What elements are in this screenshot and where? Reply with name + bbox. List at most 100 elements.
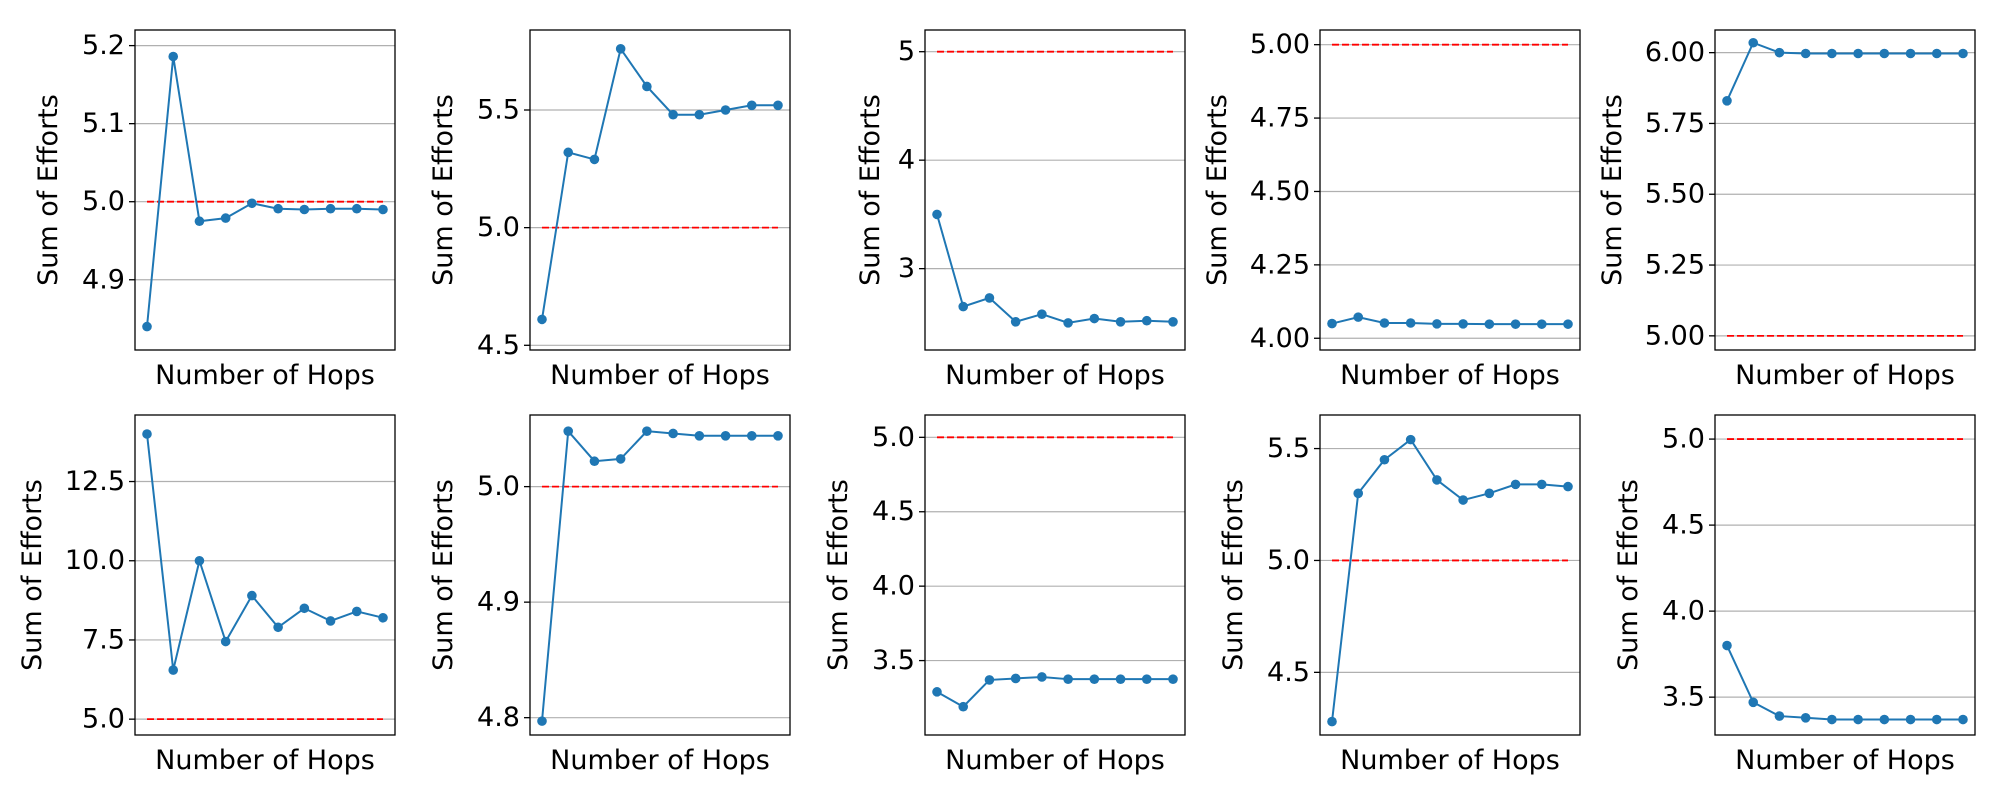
data-point	[1563, 319, 1573, 329]
data-point	[1115, 674, 1126, 684]
y-tick-label: 5.1	[82, 108, 125, 139]
data-point	[220, 636, 231, 647]
y-tick-label: 4.00	[1250, 323, 1310, 354]
data-point	[642, 426, 652, 436]
data-point	[1827, 714, 1837, 725]
y-axis-label: Sum of Efforts	[1202, 94, 1233, 286]
data-point	[1037, 672, 1047, 682]
plot-frame	[1714, 414, 1976, 736]
x-axis-label: Number of Hops	[550, 745, 770, 776]
series-line	[1331, 316, 1568, 326]
series-line	[541, 46, 778, 320]
y-tick-label: 5.0	[1267, 545, 1310, 576]
chart-panel-2: 4.5 5.0 5.5 Number of Hops Sum of Efforts	[428, 29, 791, 391]
data-point	[958, 301, 969, 312]
y-tick-label: 5.50	[1645, 179, 1705, 210]
data-point	[694, 430, 705, 441]
data-point	[273, 203, 283, 214]
data-point	[589, 456, 600, 467]
data-point	[1458, 319, 1468, 329]
data-point	[1327, 318, 1337, 329]
data-point	[720, 105, 731, 115]
data-point	[668, 109, 678, 120]
x-axis-label: Number of Hops	[1735, 745, 1955, 776]
series-line	[936, 675, 1173, 708]
data-point	[1853, 48, 1863, 59]
data-point	[168, 665, 179, 675]
y-axis-label: Sum of Efforts	[33, 94, 64, 286]
data-point	[1089, 674, 1100, 684]
y-tick-label: 5.75	[1645, 108, 1705, 139]
y-tick-label: 4.75	[1250, 103, 1310, 134]
y-axis-label: Sum of Efforts	[1597, 94, 1628, 286]
plot-frame	[134, 414, 396, 736]
data-point	[537, 716, 547, 726]
data-point	[1484, 488, 1495, 499]
x-axis-label: Number of Hops	[550, 360, 770, 391]
data-point	[1141, 315, 1152, 326]
chart-panel-8: 3.5 4.0 4.5 5.0 Number of Hops Sum of Efforts	[823, 414, 1186, 776]
data-point	[168, 51, 179, 62]
y-tick-label: 4.5	[1267, 657, 1310, 688]
series-line	[1726, 645, 1963, 721]
y-tick-label: 5.5	[477, 95, 520, 126]
data-point	[1722, 640, 1732, 651]
data-point	[773, 430, 783, 441]
data-point	[142, 429, 152, 439]
plot-frame	[529, 414, 791, 736]
data-point	[1010, 316, 1021, 327]
y-tick-label: 5.00	[1250, 29, 1310, 60]
data-point	[615, 454, 626, 464]
chart-panel-1: 4.9 5.0 5.1 5.2 Number of Hops Sum of Efforts	[33, 29, 396, 391]
plot-frame	[1319, 29, 1581, 351]
series-line	[1726, 41, 1963, 102]
data-point	[720, 430, 731, 441]
data-point	[1536, 319, 1547, 329]
y-tick-label: 10.0	[65, 545, 125, 576]
data-point	[1432, 319, 1442, 329]
data-point	[1905, 48, 1916, 59]
y-tick-label: 5.0	[82, 704, 125, 735]
data-point	[1353, 488, 1364, 499]
plot-frame	[1714, 29, 1976, 351]
data-point	[932, 687, 942, 697]
data-point	[247, 590, 257, 601]
y-tick-label: 5	[898, 36, 915, 67]
x-axis-label: Number of Hops	[155, 745, 375, 776]
data-point	[1748, 697, 1759, 708]
y-tick-label: 4.25	[1250, 249, 1310, 280]
data-point	[1063, 674, 1073, 684]
data-point	[1536, 479, 1547, 490]
data-point	[325, 616, 336, 626]
data-point	[1037, 309, 1047, 320]
y-tick-label: 12.5	[65, 466, 125, 497]
chart-panel-10: 3.5 4.0 4.5 5.0 Number of Hops Sum of Efforts	[1613, 414, 1976, 776]
x-axis-label: Number of Hops	[1735, 360, 1955, 391]
y-axis-label: Sum of Efforts	[428, 479, 459, 671]
data-point	[1168, 674, 1178, 684]
data-point	[642, 81, 652, 92]
y-tick-label: 7.5	[82, 624, 125, 655]
data-point	[1510, 479, 1521, 490]
series-line	[146, 433, 384, 671]
plot-frame	[924, 29, 1186, 351]
data-point	[1168, 316, 1178, 327]
y-tick-label: 4.8	[477, 702, 520, 733]
data-point	[773, 100, 783, 111]
data-point	[273, 622, 283, 633]
data-point	[1958, 714, 1968, 725]
data-point	[1405, 318, 1416, 328]
y-tick-label: 5.00	[1645, 320, 1705, 351]
data-point	[1510, 319, 1521, 329]
x-axis-label: Number of Hops	[1340, 360, 1560, 391]
data-point	[351, 606, 362, 617]
series-line	[541, 428, 778, 722]
data-point	[1958, 48, 1968, 59]
data-point	[325, 203, 336, 214]
y-tick-label: 6.00	[1645, 37, 1705, 68]
y-tick-label: 5.0	[477, 212, 520, 243]
data-point	[1353, 312, 1364, 322]
y-tick-label: 5.5	[1267, 433, 1310, 464]
data-point	[1141, 674, 1152, 684]
